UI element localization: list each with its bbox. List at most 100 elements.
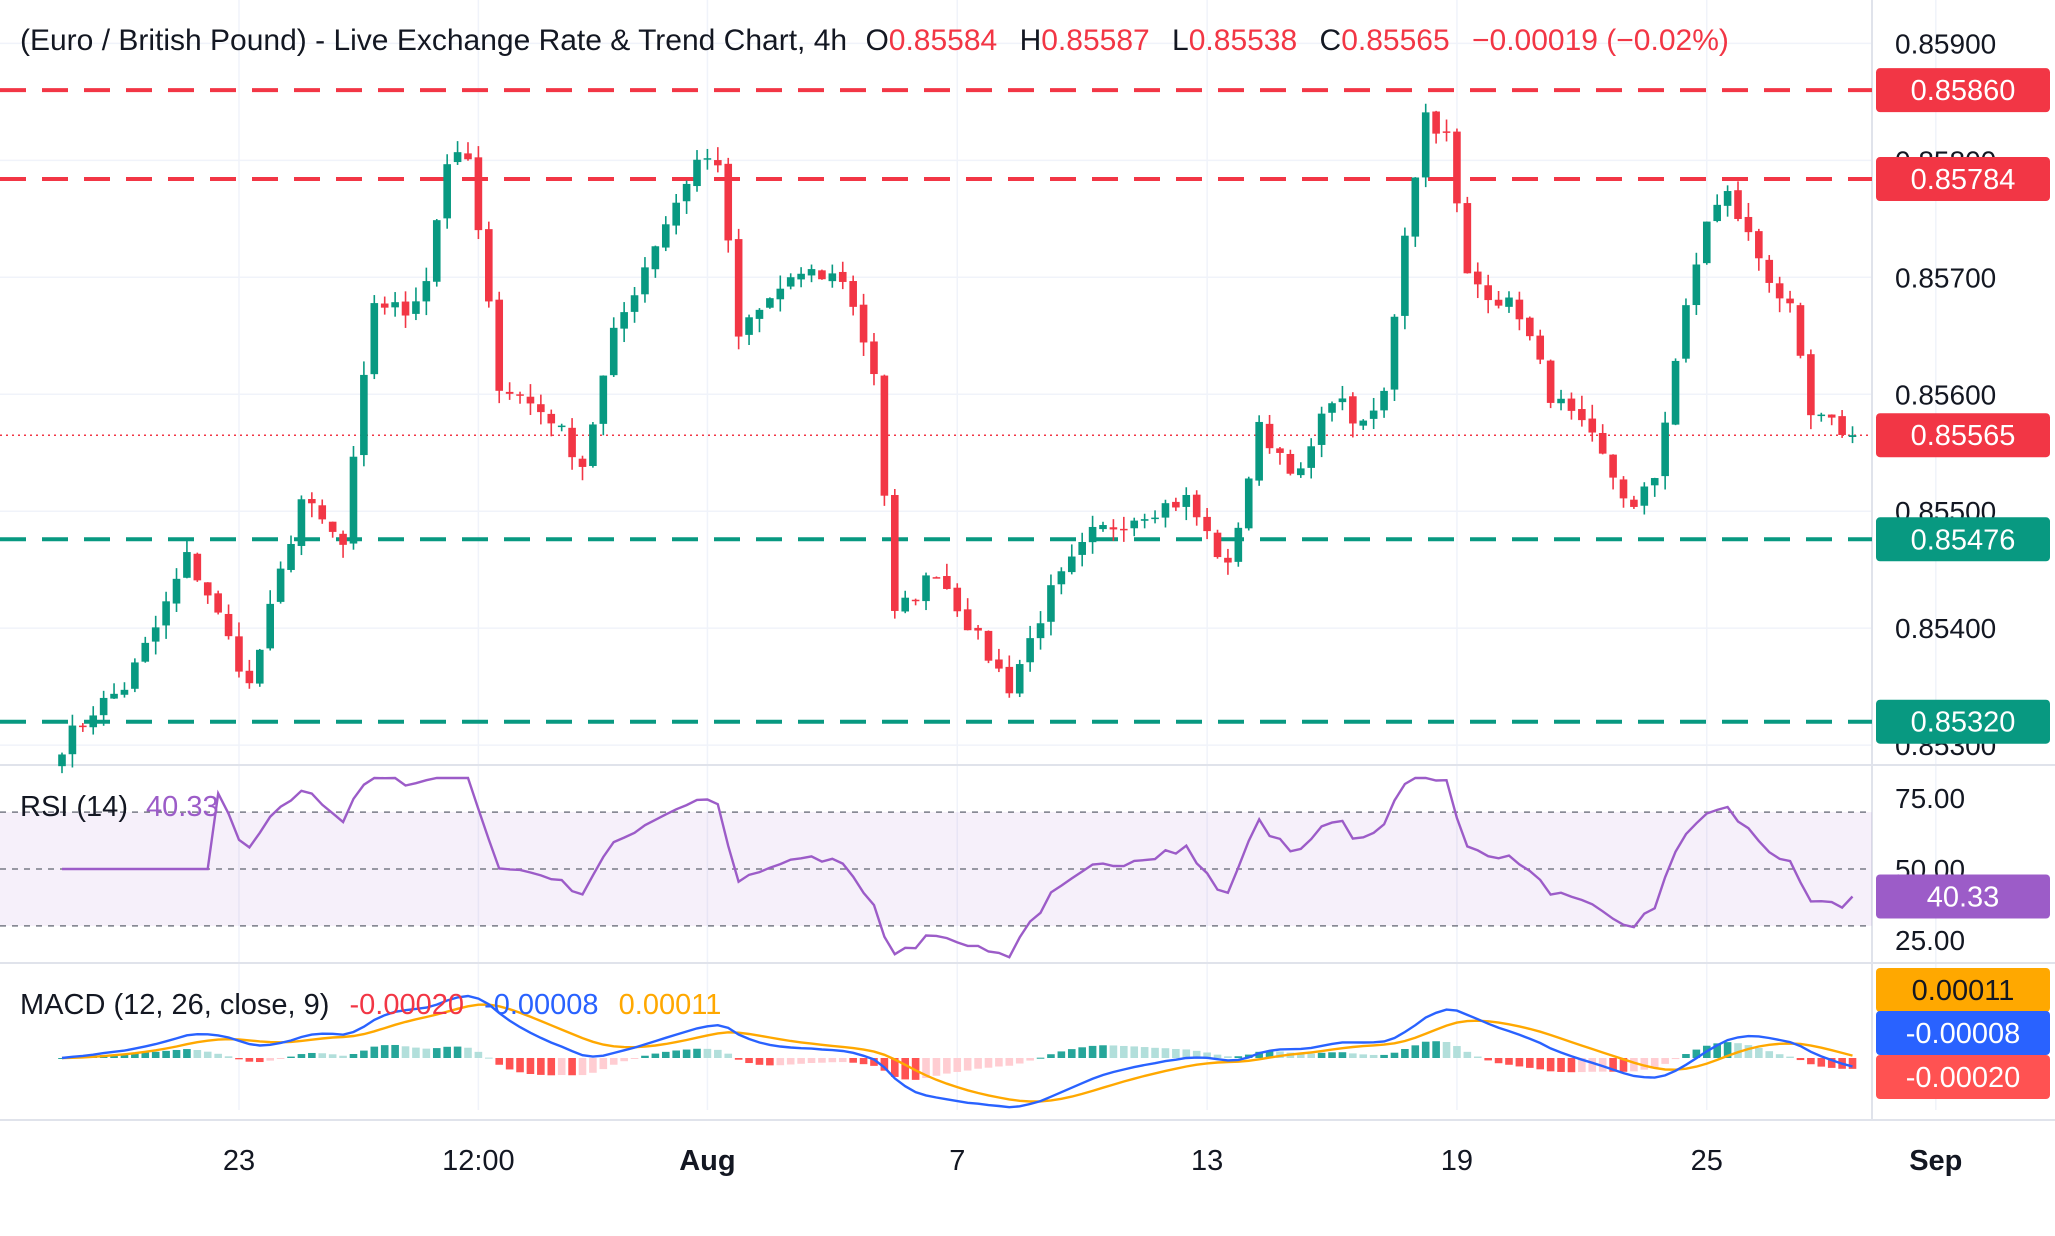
macd-hist-bar-172 <box>1848 1058 1857 1069</box>
candle-body-86 <box>953 587 962 612</box>
candle-80 <box>891 488 899 619</box>
candle-body-1 <box>68 725 77 755</box>
candle-67 <box>755 308 764 333</box>
candle-4 <box>99 690 108 726</box>
macd-line-value: -0.00008 <box>484 989 599 1021</box>
candle-body-33 <box>401 301 410 316</box>
candle-54 <box>620 302 628 343</box>
candle-77 <box>859 293 868 356</box>
candle-131 <box>1421 103 1430 188</box>
candle-body-143 <box>1546 360 1555 403</box>
macd-hist-bar-37 <box>443 1046 451 1058</box>
candle-66 <box>745 314 753 345</box>
macd-hist-bar-144 <box>1557 1058 1565 1072</box>
candle-body-67 <box>755 309 764 319</box>
macd-hist-bar-55 <box>630 1058 639 1059</box>
candle-17 <box>235 622 243 678</box>
candle-body-169 <box>1817 414 1826 417</box>
candle-7 <box>131 658 139 693</box>
candle-147 <box>1588 404 1597 442</box>
candle-body-75 <box>838 271 847 282</box>
macd-hist-bar-78 <box>870 1058 878 1066</box>
last-price-tag: 0.85565 <box>1876 413 2050 458</box>
macd-hist-bar-11 <box>172 1049 181 1058</box>
candle-95 <box>1047 574 1055 636</box>
last-price-tag-text: 0.85565 <box>1911 420 2016 452</box>
candle-body-153 <box>1650 478 1659 486</box>
candle-body-107 <box>1172 501 1180 508</box>
candle-body-136 <box>1473 271 1482 285</box>
candle-body-51 <box>589 424 597 467</box>
candle-body-167 <box>1796 305 1805 356</box>
macd-hist-bar-33 <box>401 1046 410 1058</box>
candle-158 <box>1702 221 1711 265</box>
macd-hist-bar-54 <box>620 1058 628 1062</box>
candle-body-108 <box>1182 495 1191 507</box>
candle-body-17 <box>235 636 243 672</box>
candle-body-85 <box>943 576 951 589</box>
candle-body-116 <box>1265 423 1274 449</box>
macd-hist-bar-36 <box>432 1048 441 1058</box>
candle-167 <box>1796 302 1805 359</box>
candle-body-39 <box>464 153 472 160</box>
macd-line <box>61 994 1853 1109</box>
high-label: H <box>1020 24 1042 57</box>
macd-hist-bar-42 <box>495 1058 504 1065</box>
candle-10 <box>162 591 170 639</box>
macd-hist-bar-91 <box>1005 1058 1014 1066</box>
candle-body-147 <box>1588 418 1597 433</box>
macd-hist-bar-156 <box>1682 1054 1690 1058</box>
macd-hist-bar-148 <box>1598 1058 1607 1072</box>
candle-body-92 <box>1015 664 1024 694</box>
candle-body-88 <box>974 627 982 631</box>
candle-body-23 <box>297 499 306 546</box>
candle-body-32 <box>391 302 399 308</box>
candle-body-94 <box>1036 623 1045 639</box>
macd-hist-bar-98 <box>1078 1047 1086 1058</box>
candle-13 <box>193 552 202 582</box>
macd-hist-bar-124 <box>1349 1053 1357 1058</box>
candle-63 <box>714 147 722 173</box>
candle-body-16 <box>224 613 233 637</box>
candle-81 <box>901 590 910 614</box>
candle-body-43 <box>505 391 514 394</box>
candle-53 <box>609 317 618 377</box>
macd-hist-bar-26 <box>328 1054 337 1058</box>
macd-hist-bar-108 <box>1182 1049 1191 1058</box>
level-tag-0-bg <box>1876 68 2050 113</box>
macd-hist-bar-51 <box>589 1058 597 1073</box>
candle-30 <box>370 295 379 380</box>
candle-body-93 <box>1026 638 1034 663</box>
candle-body-6 <box>120 689 129 695</box>
candle-8 <box>141 636 150 663</box>
macd-hist-bar-92 <box>1015 1058 1024 1064</box>
candle-0 <box>58 752 66 774</box>
macd-hist-bar-111 <box>1213 1054 1222 1058</box>
macd-hist-bar-113 <box>1234 1056 1243 1058</box>
candle-31 <box>380 296 389 315</box>
macd-hist-bar-52 <box>599 1058 608 1070</box>
candle-127 <box>1380 387 1388 418</box>
macd-hist-tag-text: -0.00020 <box>1906 1062 2021 1094</box>
candle-52 <box>599 375 608 436</box>
candle-body-96 <box>1057 571 1066 585</box>
macd-hist-bar-143 <box>1546 1058 1555 1072</box>
candle-143 <box>1546 359 1555 409</box>
candle-136 <box>1473 262 1482 299</box>
candle-body-20 <box>266 603 274 649</box>
macd-hist-bar-161 <box>1734 1043 1742 1058</box>
candle-16 <box>224 604 233 640</box>
level-tag-2-text: 0.85476 <box>1911 524 2016 556</box>
macd-line-tag: -0.00008 <box>1876 1011 2050 1055</box>
candle-89 <box>984 630 993 664</box>
macd-hist-bar-38 <box>453 1046 462 1058</box>
macd-hist-bar-126 <box>1369 1054 1378 1058</box>
open-value: 0.85584 <box>889 24 997 57</box>
macd-hist-bar-35 <box>422 1048 431 1058</box>
candle-32 <box>391 292 399 317</box>
macd-hist-bar-125 <box>1359 1054 1368 1058</box>
candle-body-0 <box>58 754 66 767</box>
candle-body-35 <box>422 281 431 302</box>
change-value: −0.00019 (−0.02%) <box>1472 24 1729 57</box>
